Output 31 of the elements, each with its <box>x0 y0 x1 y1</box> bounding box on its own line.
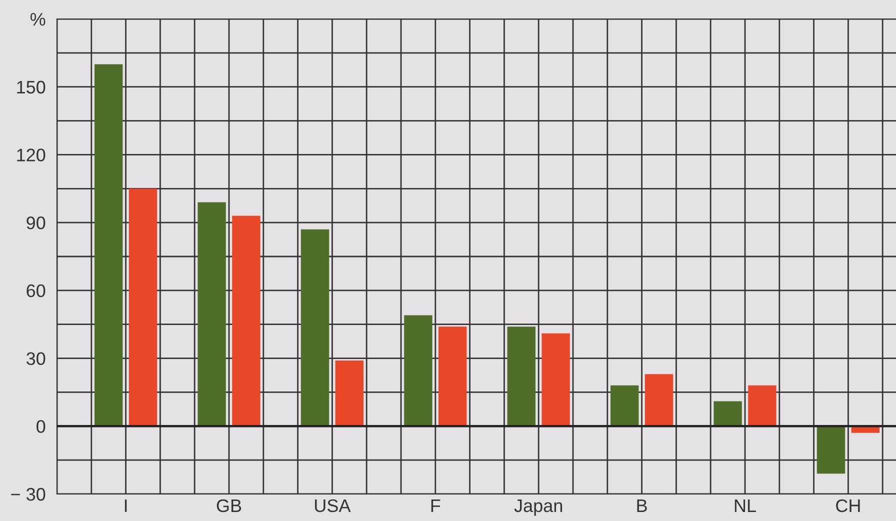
bar <box>128 188 158 426</box>
bar <box>714 401 742 426</box>
y-tick-label: 0 <box>36 420 46 433</box>
bar <box>232 216 260 426</box>
bar <box>335 360 364 426</box>
x-tick-label: GB <box>216 499 242 512</box>
bar <box>748 385 776 426</box>
y-tick-label: 150 <box>17 80 46 94</box>
y-tick-label: 60 <box>26 284 46 298</box>
y-tick-label: 30 <box>26 352 46 366</box>
bar <box>507 326 536 426</box>
bar <box>816 426 846 474</box>
x-tick-label: B <box>637 500 647 512</box>
bar <box>610 385 639 426</box>
y-tick-label: % <box>30 13 46 26</box>
bar <box>300 229 330 426</box>
x-tick-label: I <box>124 500 127 512</box>
bar <box>644 374 674 426</box>
bar <box>542 333 570 426</box>
bar <box>438 326 467 426</box>
x-tick-label: F <box>431 500 440 512</box>
x-tick-label: CH <box>836 499 860 512</box>
bar <box>94 64 123 426</box>
x-tick-label: USA <box>315 499 351 512</box>
y-tick-label: 90 <box>26 216 46 230</box>
bar <box>198 202 226 426</box>
bar <box>404 315 432 426</box>
x-tick-label: Japan <box>514 500 562 516</box>
x-tick-label: NL <box>734 500 756 512</box>
y-tick-label: − 30 <box>11 488 46 501</box>
y-tick-label: 120 <box>17 148 46 162</box>
